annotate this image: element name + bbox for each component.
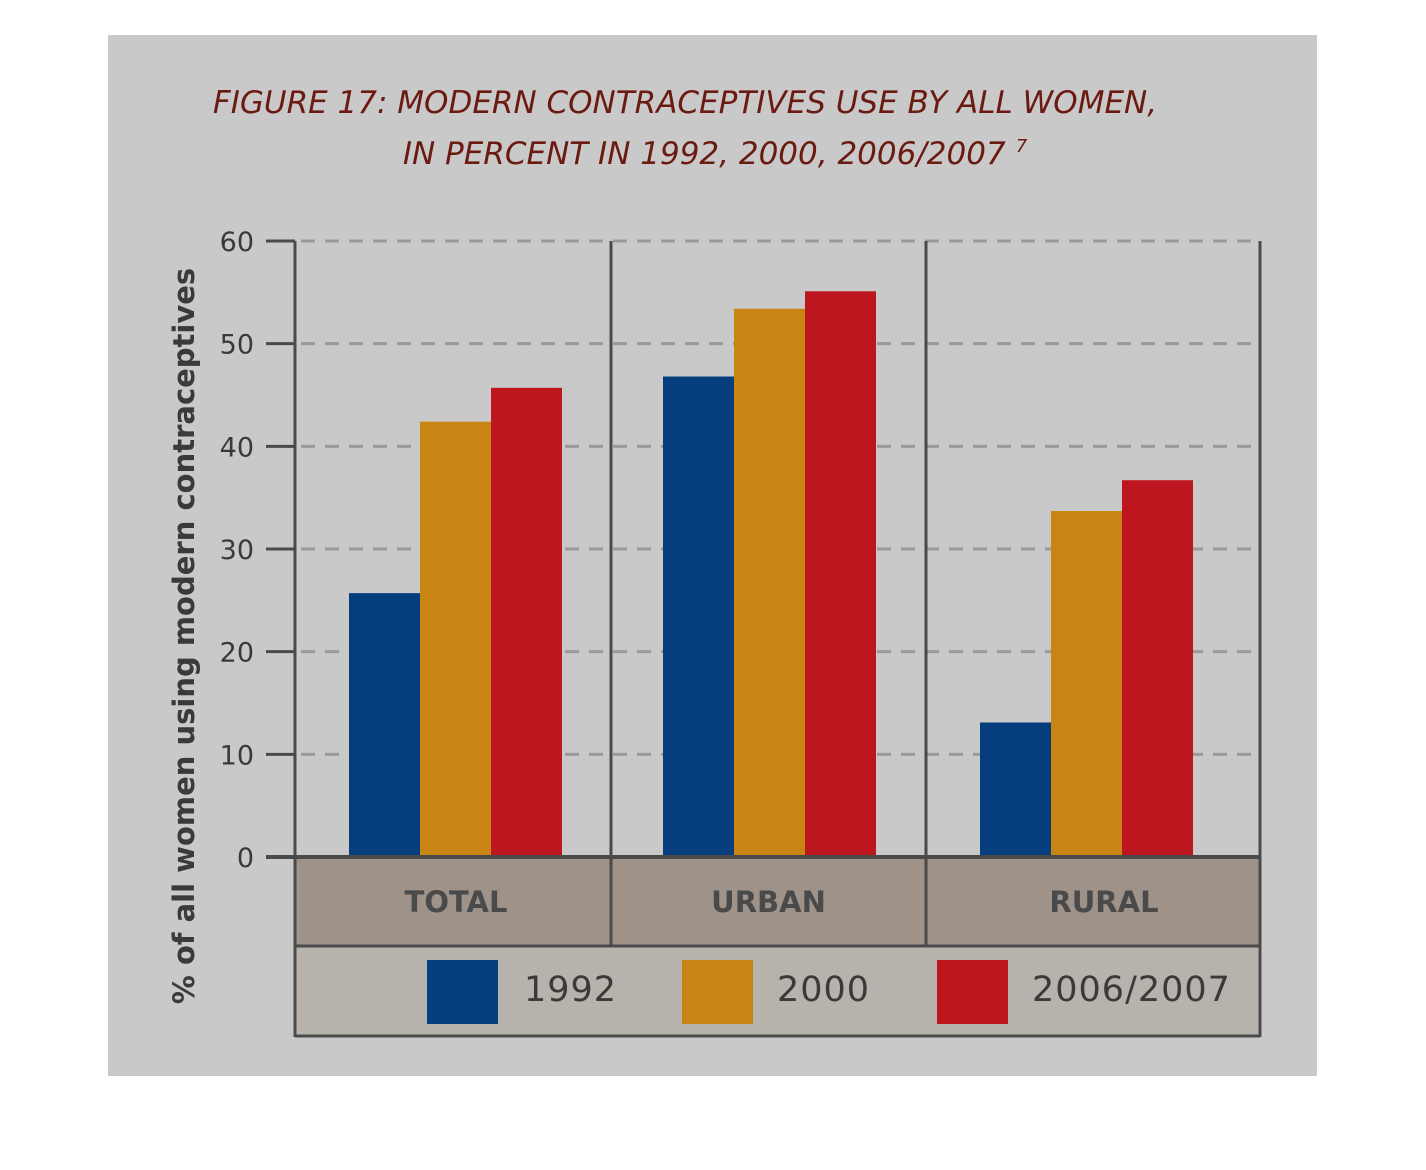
y-tick-label: 50: [220, 330, 254, 361]
legend-label-1992: 1992: [524, 970, 617, 1010]
bar-urban-2000: [734, 308, 805, 857]
legend-swatch-1992: [427, 960, 498, 1024]
legend-swatch-2000: [682, 960, 753, 1024]
bar-rural-1992: [980, 722, 1051, 857]
category-band-bg: [295, 857, 1260, 947]
y-tick-label: 0: [237, 843, 254, 874]
category-label-total: TOTAL: [405, 885, 508, 919]
bar-rural-2006-2007: [1122, 480, 1193, 857]
legend-label-2000: 2000: [777, 970, 870, 1010]
y-tick-label: 10: [220, 740, 254, 771]
category-label-rural: RURAL: [1049, 885, 1158, 919]
legend: 1992 2000 2006/2007: [427, 960, 1231, 1024]
bar-chart: FIGURE 17: MODERN CONTRACEPTIVES USE BY …: [167, 85, 1262, 1038]
bars: [349, 291, 1193, 858]
bar-urban-1992: [663, 376, 734, 857]
title-footnote: 7: [1016, 136, 1028, 157]
y-tick-labels: 0 10 20 30 40 50 60: [220, 227, 254, 874]
bar-total-1992: [349, 593, 420, 857]
chart-title: FIGURE 17: MODERN CONTRACEPTIVES USE BY …: [213, 85, 1157, 172]
y-tick-label: 30: [220, 535, 254, 566]
y-axis-label: % of all women using modern contraceptiv…: [167, 268, 201, 1004]
y-tick-label: 40: [220, 432, 254, 463]
title-line-1: FIGURE 17: MODERN CONTRACEPTIVES USE BY …: [213, 85, 1157, 121]
title-line-2: IN PERCENT IN 1992, 2000, 2006/2007 7: [403, 136, 1028, 172]
bar-rural-2000: [1051, 511, 1122, 857]
y-tick-label: 20: [220, 638, 254, 669]
bar-total-2000: [420, 421, 491, 857]
y-tick-label: 60: [220, 227, 254, 258]
axes: [266, 239, 1262, 1038]
legend-label-2006-2007: 2006/2007: [1032, 970, 1231, 1010]
legend-swatch-2006-2007: [937, 960, 1008, 1024]
bar-urban-2006-2007: [805, 291, 876, 858]
figure-panel: FIGURE 17: MODERN CONTRACEPTIVES USE BY …: [108, 35, 1317, 1076]
title-line-2-text: IN PERCENT IN 1992, 2000, 2006/2007: [403, 136, 1006, 172]
category-label-urban: URBAN: [711, 885, 826, 919]
bar-total-2006-2007: [491, 387, 562, 857]
